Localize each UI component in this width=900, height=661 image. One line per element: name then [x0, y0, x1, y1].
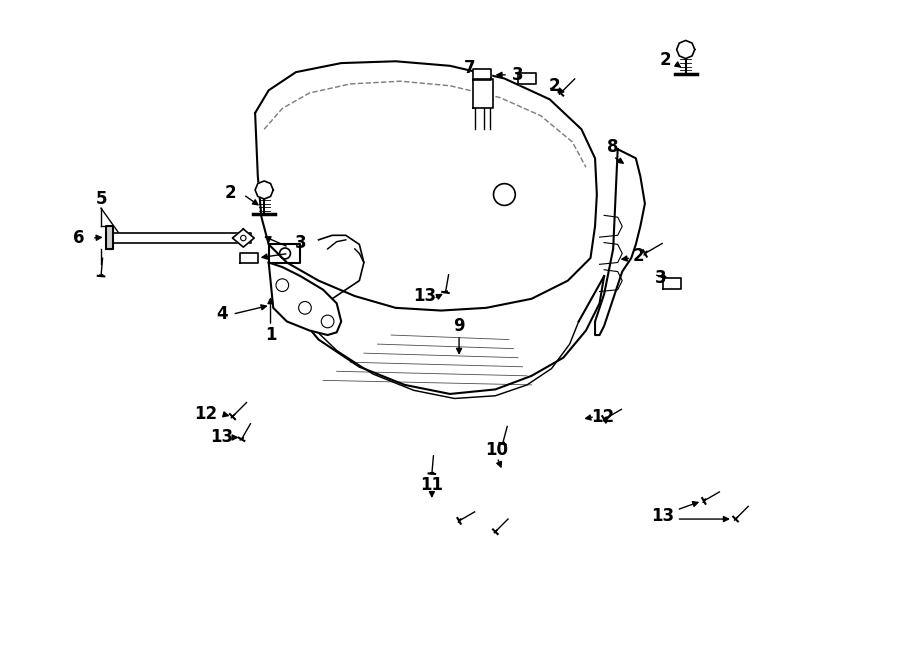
Polygon shape: [255, 181, 274, 199]
Text: 13: 13: [210, 428, 233, 446]
Bar: [472, 79, 492, 108]
Bar: [239, 253, 257, 264]
Text: 13: 13: [413, 287, 436, 305]
Bar: [663, 278, 681, 289]
Bar: [518, 73, 536, 84]
Text: 6: 6: [73, 229, 84, 247]
Text: 2: 2: [660, 52, 671, 69]
Polygon shape: [595, 149, 645, 335]
Text: 7: 7: [464, 59, 476, 77]
Text: 11: 11: [420, 476, 444, 494]
Text: 3: 3: [654, 269, 666, 287]
Text: 2: 2: [225, 184, 237, 202]
Text: 10: 10: [486, 441, 508, 459]
Text: 12: 12: [194, 405, 217, 423]
Text: 12: 12: [590, 408, 614, 426]
Polygon shape: [677, 40, 695, 59]
Text: 2: 2: [548, 77, 560, 95]
Polygon shape: [232, 229, 254, 247]
Text: 13: 13: [652, 508, 675, 525]
Text: 2: 2: [633, 247, 644, 265]
Text: 3: 3: [294, 235, 306, 253]
Text: 5: 5: [95, 190, 107, 208]
Polygon shape: [112, 233, 250, 243]
Bar: [472, 69, 490, 80]
Polygon shape: [105, 226, 112, 249]
Polygon shape: [269, 262, 341, 335]
Text: 4: 4: [216, 305, 228, 323]
Text: 3: 3: [512, 66, 524, 84]
Text: 9: 9: [454, 317, 465, 335]
Text: 8: 8: [608, 138, 619, 157]
Text: 1: 1: [265, 326, 276, 344]
